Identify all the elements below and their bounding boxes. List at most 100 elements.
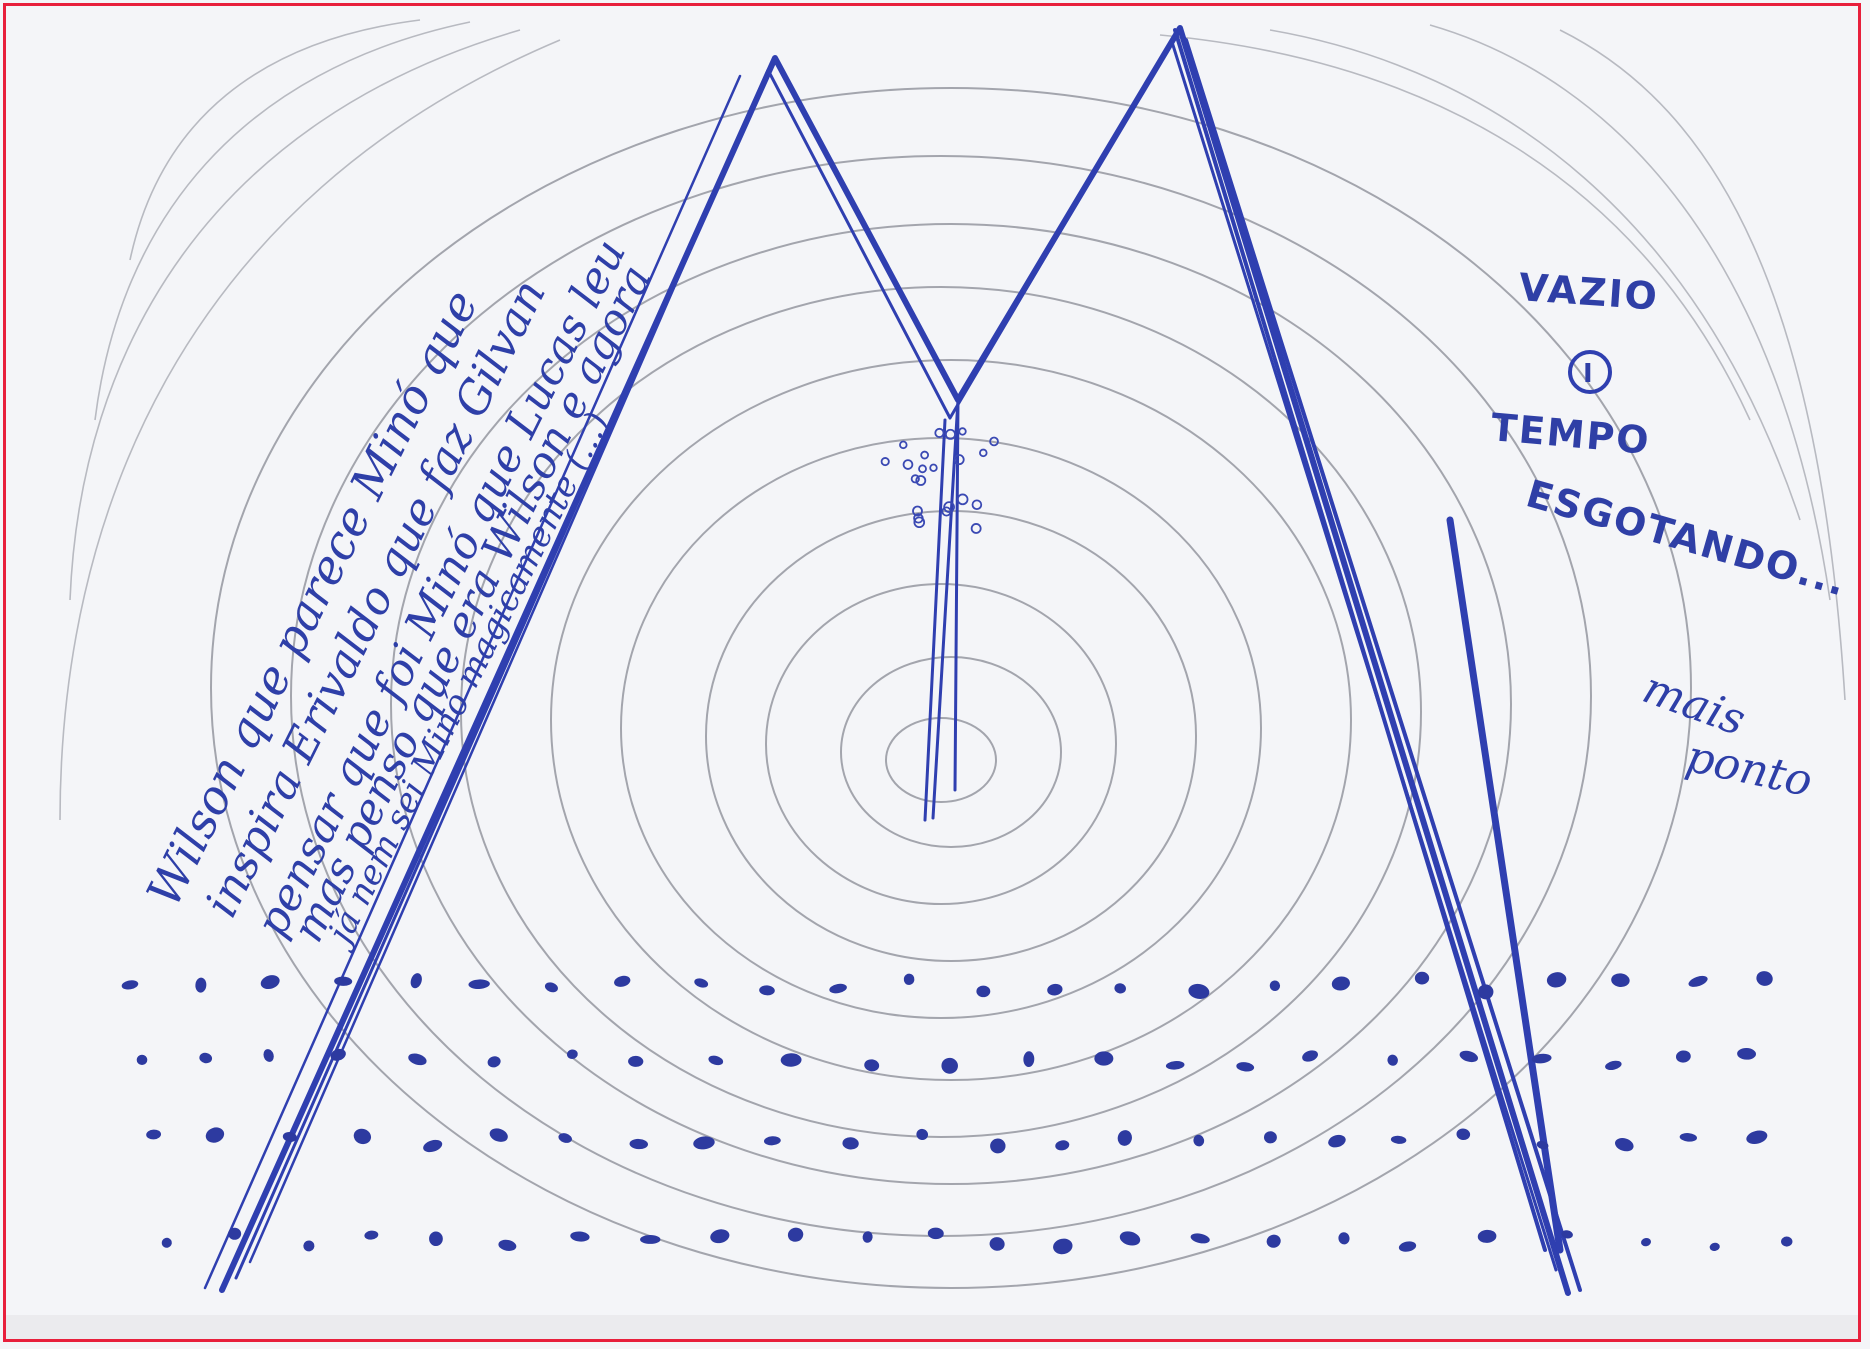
pen-dot [1046,983,1063,997]
handwritten-diagonal-text: Wilson que parece Minó que inspira Eriva… [137,232,662,956]
pen-dot [334,976,352,986]
pen-dot [1054,1139,1070,1151]
valley-dot [972,524,981,533]
valley-dot [930,465,937,472]
pen-dot [759,985,775,996]
pen-dot [709,1228,731,1245]
pen-dot [544,981,560,994]
pen-dot [1546,971,1568,989]
pen-dot [566,1049,578,1060]
pen-dot [161,1237,173,1249]
valley-dot [900,442,907,449]
pen-dot [1687,974,1709,989]
pen-dot [786,1226,805,1244]
pen-dot [1264,1131,1278,1144]
pen-dot [1052,1237,1074,1256]
pen-dot [842,1137,859,1150]
pen-dot [259,973,281,991]
note-tempo: TEMPO [1489,405,1652,463]
pen-dot [1604,1059,1622,1071]
pen-dot [146,1129,162,1140]
pen-dot [1709,1242,1721,1252]
pen-dot [1114,982,1127,994]
pen-dot [570,1231,590,1243]
pen-dot [302,1239,316,1253]
pencil-ring [706,511,1196,961]
pen-dot [262,1048,275,1063]
valley-dot [980,450,987,457]
pen-dot [1611,972,1631,987]
valley-dot [904,460,913,469]
pen-dot [1166,1060,1185,1070]
valley-dot [919,465,926,472]
pen-dot [613,974,632,988]
pencil-ring [461,287,1421,1137]
pen-dot [1613,1136,1635,1154]
valley-dot [912,475,919,482]
pen-dot [1456,1128,1471,1141]
pen-dot [1265,1233,1282,1249]
pen-dot [1737,1048,1756,1060]
pen-dot [828,982,847,994]
pen-dot [976,986,990,998]
pen-dot [903,973,915,986]
pencil-ring [841,657,1061,847]
pen-dot [780,1053,801,1067]
pen-dot [1415,972,1430,985]
pencil-ring [551,360,1351,1080]
pen-dot [1781,1236,1793,1246]
valley-dot [959,428,966,435]
pen-dot [407,1051,428,1067]
pen-dot [1755,969,1775,987]
note-esgotando: ESGOTANDO... [1522,471,1853,605]
pen-dot [352,1127,373,1147]
pen-dot [1116,1129,1133,1148]
valley-dot [935,429,943,437]
pen-dot [1386,1054,1399,1067]
pen-dot [429,1231,443,1246]
pen-dot [863,1058,880,1072]
pen-dot [1301,1048,1320,1063]
pen-dot [1118,1229,1142,1247]
pen-dot [1190,1232,1211,1245]
pencil-ring [886,718,996,802]
pen-dot [1023,1051,1034,1067]
pen-dot [1331,975,1351,992]
pen-dot [629,1138,648,1149]
pen-dot [1679,1132,1697,1142]
pen-dot [486,1055,502,1069]
pen-dot [121,979,139,991]
valley-dot [973,500,982,509]
pen-dot [640,1235,660,1244]
note-ponto: ponto [1682,731,1817,807]
pen-dot [1398,1240,1417,1253]
pen-dot [498,1238,518,1252]
pen-dot [1187,982,1210,1000]
valley-dot [882,458,889,465]
pen-dot [990,1138,1006,1153]
pen-dot [195,977,207,993]
pen-dot [764,1136,781,1146]
pen-dot [488,1126,510,1144]
note-vazio: VAZIO [1517,265,1660,319]
pen-dot [468,979,490,990]
circled-mark-text: I [1583,359,1595,389]
valley-dot [958,494,968,504]
pen-dot [1640,1237,1652,1247]
pencil-ring [766,584,1116,904]
pen-dot [1094,1051,1113,1065]
pen-dot [693,977,709,989]
pen-dot [1391,1135,1407,1144]
pen-dot [988,1236,1005,1252]
pen-dot [198,1052,213,1065]
pen-dot [1675,1050,1691,1064]
pen-dot [941,1057,959,1074]
pen-dot [915,1127,929,1141]
pen-dot [1269,980,1280,992]
pen-dot [1477,1229,1497,1243]
pen-dot [422,1138,444,1155]
pen-dot [628,1056,644,1068]
pen-dot [1327,1133,1348,1149]
pen-dot [1458,1049,1479,1064]
